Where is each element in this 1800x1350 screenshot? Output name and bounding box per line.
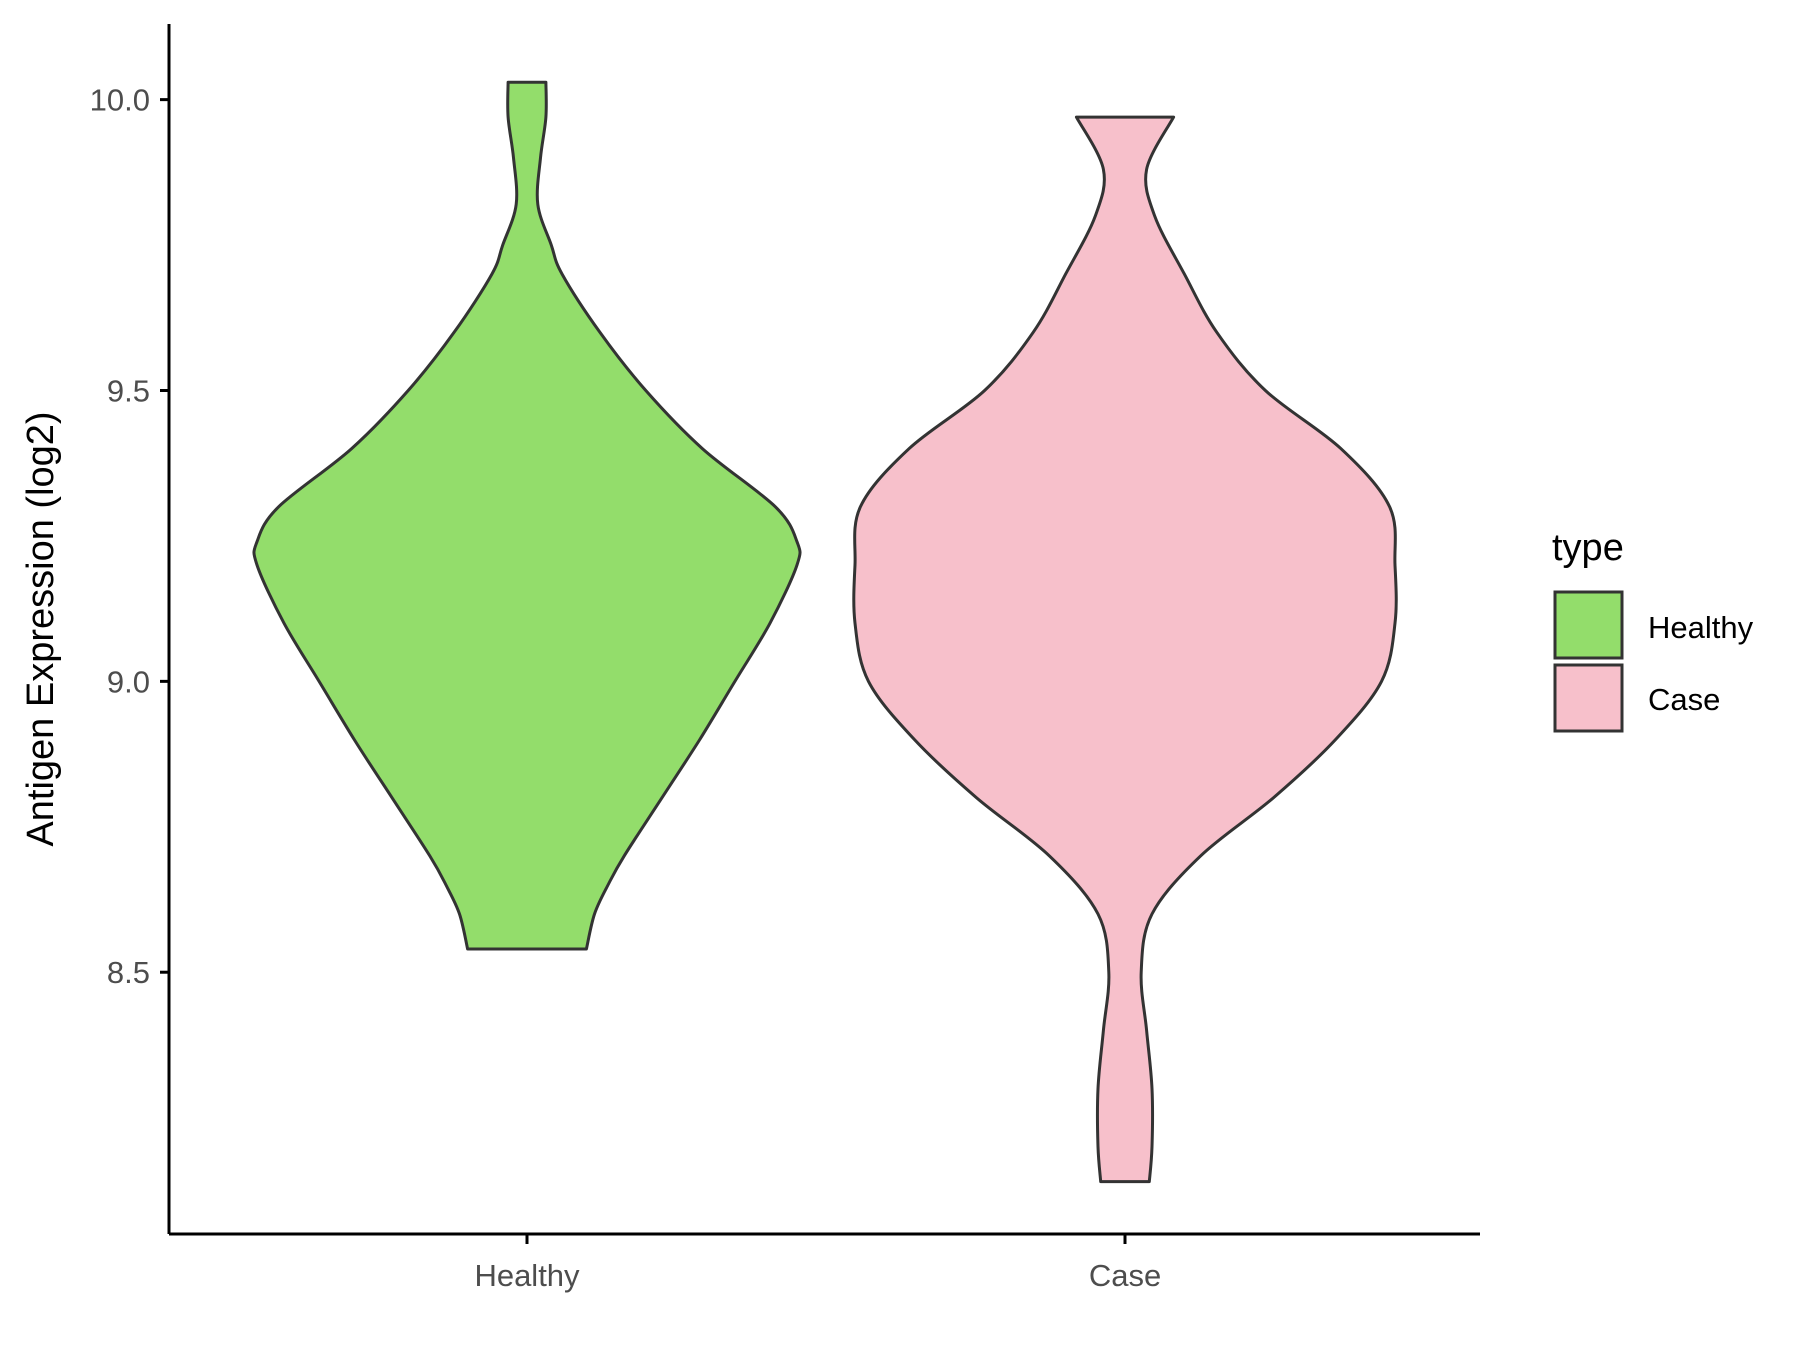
x-tick-label: Healthy: [474, 1258, 580, 1293]
y-tick-label: 9.0: [107, 664, 150, 699]
legend-title: type: [1552, 527, 1624, 569]
y-tick-label: 10.0: [90, 83, 150, 118]
y-axis-title: Antigen Expression (log2): [20, 411, 62, 846]
violin-case: [852, 115, 1398, 1184]
x-axis-ticks: Healthy Case: [474, 1234, 1161, 1293]
x-tick-label: Case: [1089, 1258, 1161, 1293]
legend: type Healthy Case: [1552, 527, 1754, 733]
legend-swatch-healthy: [1553, 590, 1624, 660]
legend-label-healthy: Healthy: [1648, 610, 1754, 645]
violin-healthy: [252, 80, 802, 951]
legend-swatch-case: [1553, 663, 1624, 733]
violin-layer: [252, 80, 1398, 1184]
legend-label-case: Case: [1648, 682, 1720, 717]
y-tick-label: 9.5: [107, 373, 150, 408]
y-tick-label: 8.5: [107, 955, 150, 990]
y-axis-ticks: 8.5 9.0 9.5 10.0: [90, 83, 169, 990]
